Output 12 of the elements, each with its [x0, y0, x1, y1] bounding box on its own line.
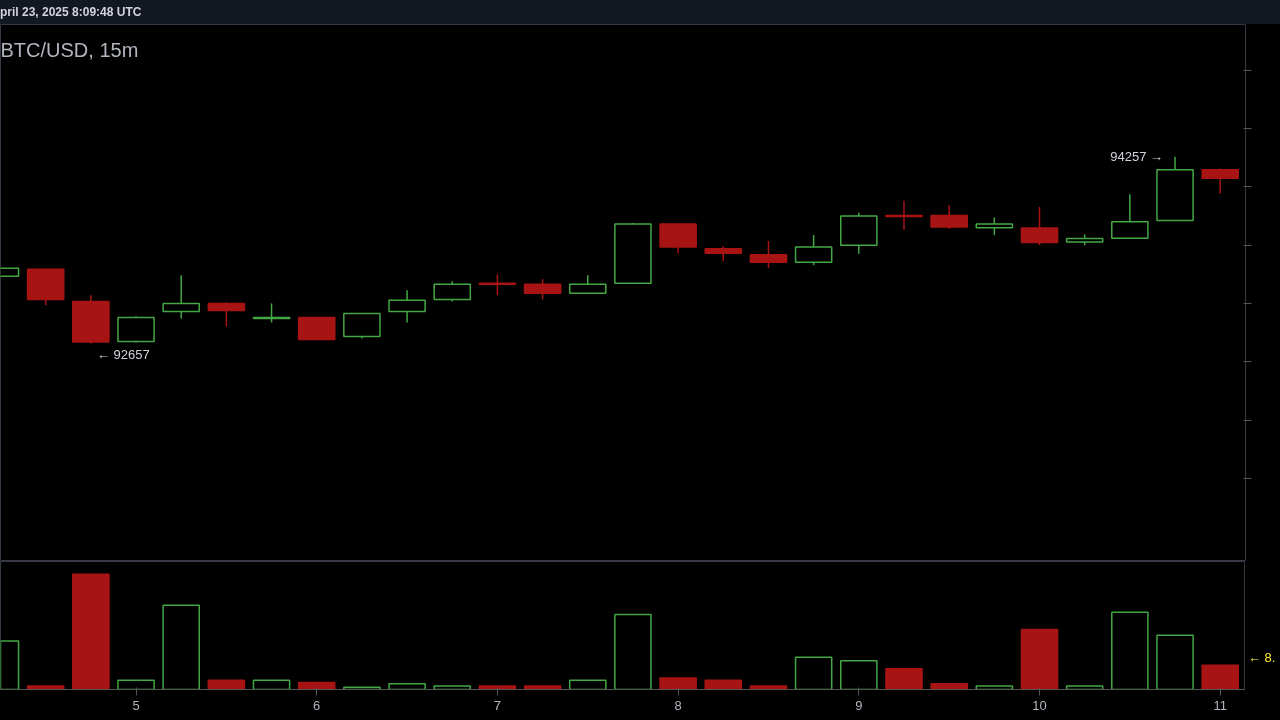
x-tick-label: 11 — [1213, 697, 1227, 713]
x-tick-label: 6 — [313, 697, 321, 713]
text: ← 8. — [1248, 649, 1276, 667]
x-tick-label: 5 — [132, 697, 140, 713]
text: BTC/USD, 15m — [0, 38, 139, 61]
chart-subtitle: pril 23, 2025 8:09:48 UTC — [0, 4, 142, 21]
x-tick-label: 7 — [493, 697, 502, 713]
x-tick-label: 10 — [1032, 697, 1047, 713]
x-tick-label: 9 — [855, 697, 863, 713]
annotation: ← 92657 — [96, 346, 150, 362]
annotation: 94257 → — [1110, 149, 1164, 165]
x-tick-label: 8 — [674, 697, 682, 713]
